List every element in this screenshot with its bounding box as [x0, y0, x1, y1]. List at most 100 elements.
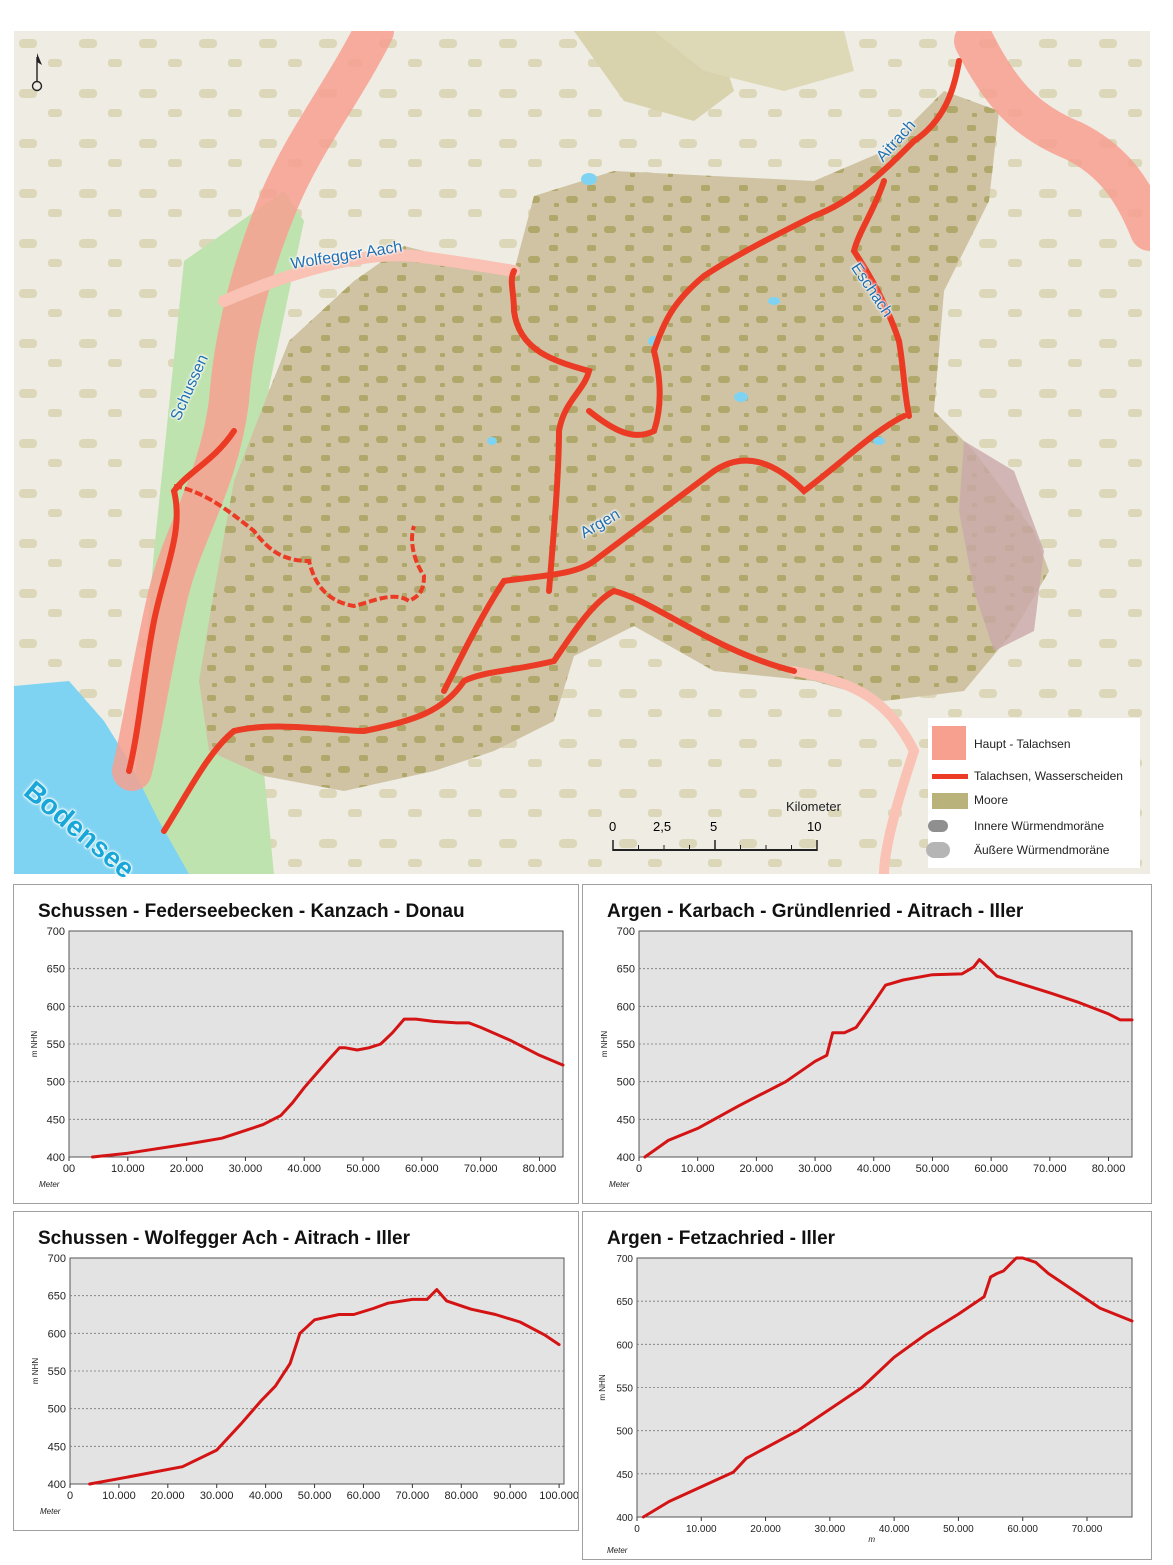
profile-line: [643, 958, 1134, 1159]
moor-patches: [199, 91, 1049, 791]
x-tick-label: 10.000: [681, 1163, 715, 1175]
scale-bar-title: Kilometer: [786, 799, 841, 814]
scale-bar: Kilometer 0 2,5 5 10: [609, 799, 841, 859]
x-tick-label: 60.000: [405, 1163, 439, 1175]
legend-swatch: [932, 793, 968, 809]
x-tick-label: 80.000: [444, 1490, 478, 1502]
legend-label: Innere Würmendmoräne: [974, 819, 1105, 833]
main-valley-schussen: [112, 11, 394, 791]
y-tick-label: 700: [48, 1253, 66, 1265]
x-tick-label: 60.000: [1007, 1524, 1038, 1535]
x-tick-label: 60.000: [974, 1163, 1008, 1175]
x-tick-label: 20.000: [151, 1490, 185, 1502]
x-tick-label: 50.000: [916, 1163, 950, 1175]
y-tick-label: 650: [48, 1291, 66, 1303]
x-tick-label: 30.000: [200, 1490, 234, 1502]
route-eschach: [850, 178, 912, 419]
x-tick-label: 20.000: [170, 1163, 204, 1175]
map-legend: Haupt - Talachsen Talachsen, Wasserschei…: [926, 718, 1140, 868]
x-tick-label: 70.000: [464, 1163, 498, 1175]
route-watershed-west: [508, 268, 593, 594]
x-tick-label: 50.000: [943, 1524, 974, 1535]
profile-title: Argen - Karbach - Gründlenried - Aitrach…: [607, 901, 1024, 922]
y-tick-label: 600: [616, 1340, 633, 1351]
legend-label: Äußere Würmendmoräne: [974, 843, 1110, 857]
x-tick-label: 70.000: [1033, 1163, 1067, 1175]
legend-swatch: [932, 774, 968, 779]
map[interactable]: Schussen Wolfegger Aach Aitrach Eschach …: [14, 11, 1170, 885]
legend-swatch: [932, 726, 966, 760]
x-tick-label: 20.000: [740, 1163, 774, 1175]
y-tick-label: 550: [47, 1039, 65, 1051]
x-tick-label: 30.000: [798, 1163, 832, 1175]
y-tick-label: 450: [617, 1114, 635, 1126]
legend-swatch: [928, 820, 948, 832]
y-axis-label: m NHN: [31, 1358, 40, 1384]
x-tick-label: 80.000: [523, 1163, 557, 1175]
y-tick-label: 600: [617, 1001, 635, 1013]
y-tick-label: 500: [617, 1077, 635, 1089]
y-axis-label: m NHN: [30, 1031, 39, 1057]
north-arrow-icon: [31, 53, 43, 92]
map-canvas: [14, 11, 1170, 879]
y-tick-label: 600: [47, 1001, 65, 1013]
x-tick-label: 30.000: [815, 1524, 846, 1535]
inner-moraine-relief: [959, 441, 1044, 651]
y-tick-label: 550: [616, 1384, 633, 1395]
y-tick-label: 600: [48, 1328, 66, 1340]
profile-line: [91, 1017, 565, 1159]
profile-panel-1: Schussen - Federseebecken - Kanzach - Do…: [13, 884, 579, 1204]
y-tick-label: 500: [47, 1077, 65, 1089]
profile-panel-3: Schussen - Wolfegger Ach - Aitrach - Ill…: [13, 1211, 579, 1531]
route-south: [161, 587, 797, 834]
x-tick-label: 0: [634, 1524, 640, 1535]
legend-item-inner-moraine: Innere Würmendmoräne: [928, 816, 1140, 840]
x-axis-label: Meter: [40, 1507, 61, 1516]
x-tick-label: 00: [63, 1163, 75, 1175]
lake: [487, 437, 497, 445]
x-tick-label: 10.000: [111, 1163, 145, 1175]
y-tick-label: 500: [48, 1404, 66, 1416]
plot-area: [68, 930, 564, 1158]
main-valley-iller: [954, 21, 1170, 251]
lake: [873, 437, 885, 445]
profile-title: Argen - Fetzachried - Iller: [607, 1228, 836, 1249]
x-axis-label: m: [868, 1535, 875, 1544]
x-tick-label: 50.000: [346, 1163, 380, 1175]
legend-item-moore: Moore: [928, 790, 1140, 814]
y-tick-label: 700: [616, 1254, 633, 1265]
moor-area-north-2: [654, 31, 854, 91]
y-tick-label: 650: [616, 1297, 633, 1308]
profile-panel-4: Argen - Fetzachried - Iller 700 650 600 550…: [582, 1211, 1152, 1560]
green-lowland: [134, 191, 304, 874]
valley-wolfegger-aach: [218, 249, 520, 307]
lake: [734, 392, 748, 402]
x-tick-label: 10.000: [102, 1490, 136, 1502]
route-argen: [441, 413, 907, 694]
y-tick-label: 450: [48, 1441, 66, 1453]
profile-line: [641, 1256, 1134, 1519]
x-tick-label: 10.000: [686, 1524, 717, 1535]
y-tick-label: 400: [616, 1513, 633, 1524]
y-tick-label: 450: [616, 1470, 633, 1481]
y-tick-label: 500: [616, 1427, 633, 1438]
x-tick-label: 30.000: [229, 1163, 263, 1175]
scale-bar-graphic: [612, 840, 818, 851]
legend-label: Haupt - Talachsen: [974, 737, 1071, 751]
y-tick-label: 650: [47, 964, 65, 976]
x-tick-label: 70.000: [1072, 1524, 1103, 1535]
x-tick-label: 0: [67, 1490, 73, 1502]
y-tick-label: 400: [617, 1152, 635, 1164]
scale-tick-label: 0: [609, 819, 617, 834]
route-federseebecken: [173, 484, 427, 609]
y-tick-label: 550: [48, 1366, 66, 1378]
y-tick-label: 700: [47, 926, 65, 938]
x-tick-label: 90.000: [493, 1490, 527, 1502]
x-axis-unit: Meter: [607, 1546, 628, 1555]
x-tick-label: 40.000: [857, 1163, 891, 1175]
scale-tick-label: 5: [710, 819, 718, 834]
